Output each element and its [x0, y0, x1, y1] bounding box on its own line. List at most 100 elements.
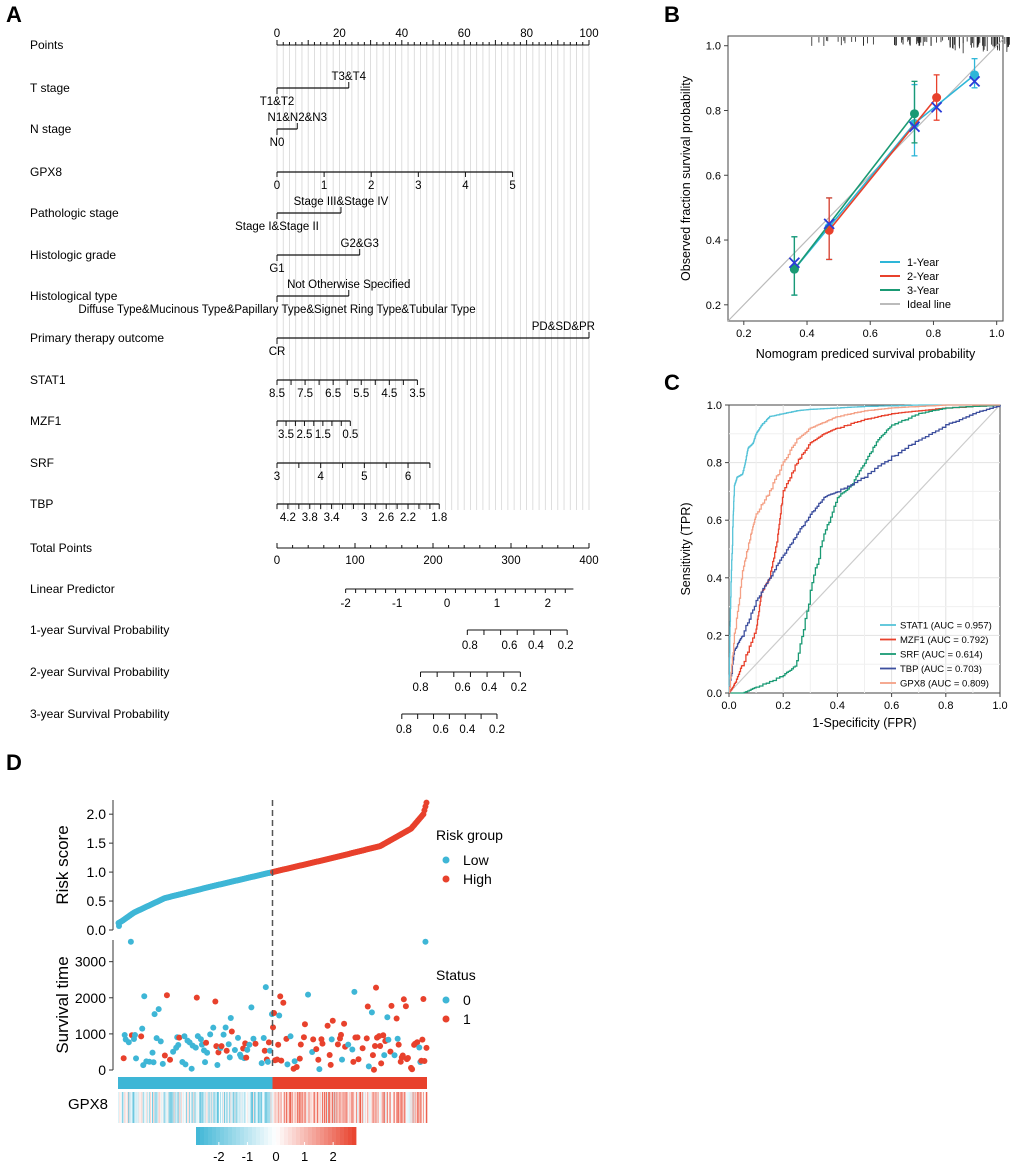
heatmap-cell	[162, 1092, 164, 1123]
heatmap-cell	[260, 1092, 262, 1123]
heatmap-cell	[350, 1092, 353, 1123]
heatmap-cell	[194, 1092, 196, 1123]
heatmap-cell	[213, 1092, 216, 1123]
survival-point	[210, 1024, 217, 1031]
heatmap-cell	[364, 1092, 366, 1123]
heatmap-cell	[248, 1092, 251, 1123]
heatmap-cell	[141, 1092, 144, 1123]
y-tick-label: 0.2	[707, 630, 722, 642]
heatmap-cell	[239, 1092, 241, 1123]
heatmap-cell	[394, 1092, 396, 1123]
survival-point	[234, 1034, 241, 1041]
survival-point	[149, 1049, 156, 1056]
heatmap-cell	[197, 1092, 199, 1123]
heatmap-cell	[129, 1092, 131, 1123]
x-axis-title: 1-Specificity (FPR)	[812, 716, 916, 730]
y-tick-label: 0.0	[87, 922, 107, 938]
heatmap-cell	[355, 1092, 358, 1123]
heatmap-cell	[245, 1092, 248, 1123]
heatmap-cell	[145, 1092, 148, 1123]
x-tick-label: 0.4	[799, 328, 814, 340]
heatmap-cell	[166, 1092, 168, 1123]
heatmap-cell	[372, 1092, 374, 1123]
points-axis-label: 60	[458, 28, 471, 40]
heatmap-cell	[389, 1092, 392, 1123]
survival-point	[193, 994, 200, 1001]
survival-point	[264, 1058, 271, 1065]
heatmap-cell	[225, 1092, 227, 1123]
survival-point	[297, 1041, 304, 1048]
heatmap-cell	[314, 1092, 317, 1123]
row-title-primary-therapy-outcome: Primary therapy outcome	[30, 331, 164, 345]
survival-point	[300, 1034, 307, 1041]
heatmap-cell	[231, 1092, 233, 1123]
legend-label-status-1: 1	[463, 1011, 471, 1027]
heatmap-cell	[312, 1092, 314, 1123]
heatmap-cell	[379, 1092, 381, 1123]
colorbar-tick-label: 1	[301, 1149, 308, 1164]
heatmap-cell	[233, 1092, 235, 1123]
survival-point	[192, 1044, 199, 1051]
heatmap-cell	[232, 1092, 234, 1123]
row-title-linear-predictor: Linear Predictor	[30, 582, 115, 596]
heatmap-cell	[344, 1092, 346, 1123]
heatmap-cell	[346, 1092, 348, 1123]
survival-point	[349, 1046, 356, 1053]
survival-point	[380, 1032, 387, 1039]
heatmap-row-label: GPX8	[68, 1096, 108, 1113]
heatmap-cell	[319, 1092, 322, 1123]
roc-curve-tbp	[729, 405, 1001, 694]
survival-point	[262, 984, 269, 991]
heatmap-cell	[371, 1092, 373, 1123]
heatmap-cell	[211, 1092, 214, 1123]
heatmap-cell	[242, 1092, 244, 1123]
heatmap-cell	[395, 1092, 397, 1123]
heatmap-cell	[324, 1092, 326, 1123]
legend-label-ideal-line: Ideal line	[907, 299, 951, 311]
heatmap-cell	[356, 1092, 359, 1123]
heatmap-cell	[300, 1092, 302, 1123]
survival-point	[155, 1006, 162, 1013]
heatmap-cell	[396, 1092, 398, 1123]
heatmap-cell	[275, 1092, 277, 1123]
heatmap-cell	[209, 1092, 211, 1123]
heatmap-cell	[329, 1092, 331, 1123]
survival-point	[161, 1052, 168, 1059]
points-axis-label: 0	[274, 28, 280, 40]
heatmap-cell	[283, 1092, 286, 1123]
scale-label-mzf1: 0.5	[342, 429, 358, 441]
ideal-line	[727, 38, 1004, 322]
colorbar-segment	[272, 1127, 277, 1145]
heatmap-cell	[234, 1092, 236, 1123]
heatmap-cell	[367, 1092, 369, 1123]
heatmap-cell	[342, 1092, 344, 1123]
heatmap-cell	[224, 1092, 226, 1123]
heatmap-cell	[202, 1092, 204, 1123]
heatmap-cell	[246, 1092, 249, 1123]
heatmap-cell	[151, 1092, 154, 1123]
y-axis-title: Survival time	[53, 956, 72, 1053]
survival-point	[301, 1021, 308, 1028]
heatmap-cell	[338, 1092, 340, 1123]
survival-point	[409, 1066, 416, 1073]
heatmap-cell	[307, 1092, 309, 1123]
survival-point	[371, 1043, 378, 1050]
scale-label-primary-therapy-outcome: CR	[269, 346, 286, 358]
heatmap-cell	[142, 1092, 145, 1123]
heatmap-cell	[266, 1092, 268, 1123]
row-title-total-points: Total Points	[30, 541, 92, 555]
heatmap-cell	[143, 1092, 146, 1123]
heatmap-cell	[270, 1092, 272, 1123]
calibration-plot-frame	[727, 35, 1004, 322]
survival-point	[369, 1052, 376, 1059]
heatmap-cell	[172, 1092, 174, 1123]
heatmap-cell	[301, 1092, 303, 1123]
scale-label-3-year-survival-probability: 0.8	[396, 724, 412, 736]
heatmap-cell	[305, 1092, 307, 1123]
colorbar-segment	[240, 1127, 245, 1145]
scale-label-tbp: 1.8	[431, 512, 447, 524]
heatmap-cell	[391, 1092, 394, 1123]
scale-label-2-year-survival-probability: 0.8	[413, 682, 429, 694]
row-title-2-year-survival-probability: 2-year Survival Probability	[30, 665, 169, 679]
